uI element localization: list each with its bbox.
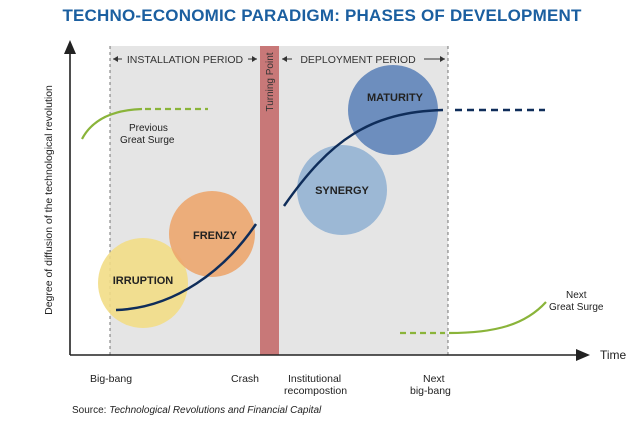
turning-point-band bbox=[260, 46, 279, 355]
installation-period-label: INSTALLATION PERIOD bbox=[127, 54, 244, 66]
installation-curve bbox=[115, 223, 258, 312]
next-surge-curve bbox=[448, 301, 547, 335]
previous-surge-label-1: Previous bbox=[129, 123, 168, 134]
irruption-circle bbox=[98, 238, 188, 328]
deployment-period-label: DEPLOYMENT PERIOD bbox=[300, 54, 416, 66]
turning-point-label: Turning Point bbox=[265, 52, 276, 111]
source-title: Technological Revolutions and Financial … bbox=[109, 405, 322, 416]
next-surge-label-1: Next bbox=[566, 290, 587, 301]
maturity-circle bbox=[348, 65, 438, 155]
installation-arrow-head-right bbox=[252, 56, 257, 62]
irruption-label: IRRUPTION bbox=[113, 275, 174, 287]
diagram-title: TECHNO-ECONOMIC PARADIGM: PHASES OF DEVE… bbox=[62, 6, 582, 25]
previous-surge-label-2: Great Surge bbox=[120, 135, 175, 146]
source-note: Source: Technological Revolutions and Fi… bbox=[72, 405, 321, 416]
y-axis-label: Degree of diffusion of the technological… bbox=[43, 85, 55, 315]
next-surge-label-2: Great Surge bbox=[549, 302, 604, 313]
x-axis-arrow bbox=[576, 349, 590, 361]
installation-arrow-head-left bbox=[113, 56, 118, 62]
synergy-label: SYNERGY bbox=[315, 185, 369, 197]
next-bigbang-label-1: Next bbox=[423, 373, 445, 385]
crash-label: Crash bbox=[231, 373, 259, 385]
institutional-label-2: recompostion bbox=[284, 385, 347, 397]
next-bigbang-label-2: big-bang bbox=[410, 385, 451, 397]
previous-surge-curve bbox=[81, 107, 143, 140]
y-axis-arrow bbox=[64, 40, 76, 54]
big-bang-label: Big-bang bbox=[90, 373, 132, 385]
institutional-label-1: Institutional bbox=[288, 373, 341, 385]
frenzy-circle bbox=[169, 191, 255, 277]
maturity-label: MATURITY bbox=[367, 92, 424, 104]
deployment-arrow-head-right bbox=[440, 56, 445, 62]
frenzy-label: FRENZY bbox=[193, 230, 238, 242]
synergy-circle bbox=[297, 145, 387, 235]
source-prefix: Source: bbox=[72, 405, 110, 416]
deployment-arrow-head-left bbox=[282, 56, 287, 62]
deployment-curve bbox=[282, 108, 444, 207]
x-axis-label: Time bbox=[600, 348, 627, 362]
